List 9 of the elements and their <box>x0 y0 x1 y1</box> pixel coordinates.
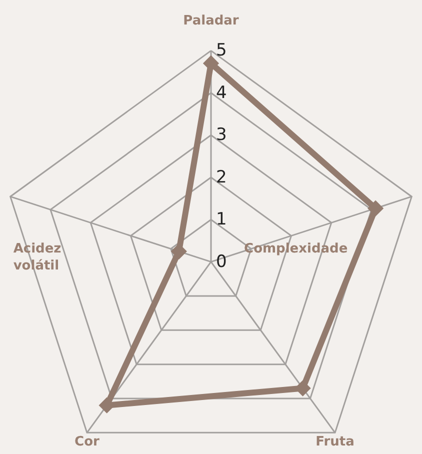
y-tick-label: 3 <box>216 125 227 146</box>
y-tick-label: 2 <box>216 167 227 188</box>
spoke-label: Cor <box>74 434 100 450</box>
y-tick-label: 0 <box>216 252 227 272</box>
y-tick-label: 4 <box>216 82 227 103</box>
spoke-label: Paladar <box>183 14 240 29</box>
y-tick-label: 5 <box>216 40 227 61</box>
spoke-label: Fruta <box>316 434 354 450</box>
y-tick-label: 1 <box>216 210 227 230</box>
